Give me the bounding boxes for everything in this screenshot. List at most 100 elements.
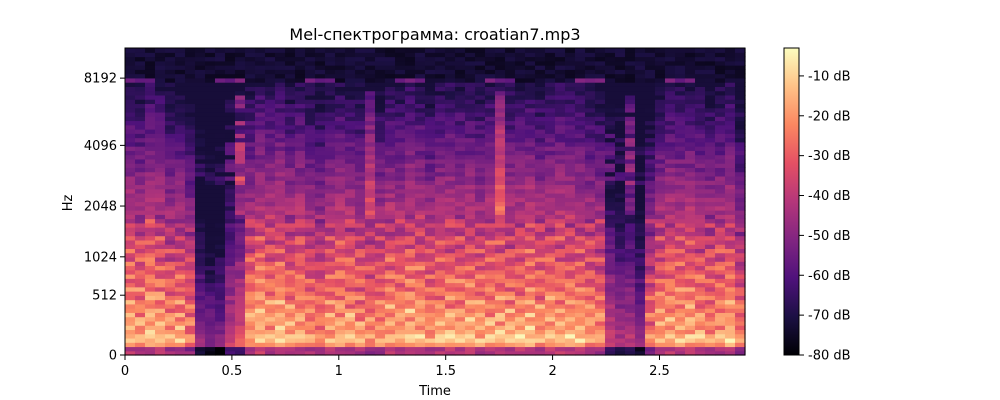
heatmap-cell <box>645 218 656 224</box>
heatmap-cell <box>595 99 606 105</box>
heatmap-cell <box>125 299 136 305</box>
heatmap-cell <box>685 273 696 279</box>
heatmap-cell <box>135 205 146 211</box>
heatmap-cell <box>515 239 526 245</box>
heatmap-cell <box>295 69 306 75</box>
heatmap-cell <box>235 137 246 143</box>
heatmap-cell <box>625 65 636 70</box>
heatmap-cell <box>345 316 356 322</box>
heatmap-cell <box>355 77 366 83</box>
heatmap-cell <box>145 146 156 151</box>
heatmap-cell <box>695 129 706 134</box>
heatmap-cell <box>695 201 706 207</box>
heatmap-cell <box>155 65 166 70</box>
heatmap-cell <box>655 197 666 203</box>
heatmap-cell <box>405 269 416 275</box>
heatmap-cell <box>255 146 266 151</box>
heatmap-cell <box>195 141 206 147</box>
heatmap-cell <box>355 124 366 130</box>
heatmap-cell <box>125 90 136 96</box>
heatmap-cell <box>505 278 516 284</box>
heatmap-cell <box>305 116 316 122</box>
heatmap-cell <box>715 60 726 66</box>
heatmap-cell <box>515 329 526 335</box>
heatmap-cell <box>345 180 356 186</box>
heatmap-cell <box>135 180 146 186</box>
heatmap-cell <box>315 308 326 313</box>
heatmap-cell <box>375 256 386 262</box>
heatmap-cell <box>605 282 616 288</box>
heatmap-cell <box>675 265 686 271</box>
heatmap-cell <box>265 316 276 322</box>
heatmap-cell <box>145 65 156 70</box>
heatmap-cell <box>485 235 496 241</box>
heatmap-cell <box>165 150 176 156</box>
heatmap-cell <box>625 261 636 267</box>
heatmap-cell <box>255 329 266 335</box>
heatmap-cell <box>305 227 316 232</box>
heatmap-cell <box>505 69 516 75</box>
heatmap-cell <box>445 188 456 194</box>
heatmap-cell <box>445 252 456 258</box>
heatmap-cell <box>625 308 636 313</box>
heatmap-cell <box>425 286 436 292</box>
heatmap-cell <box>675 180 686 186</box>
heatmap-cell <box>715 227 726 232</box>
heatmap-cell <box>615 103 626 109</box>
heatmap-cell <box>475 48 486 53</box>
heatmap-cell <box>265 124 276 130</box>
heatmap-cell <box>505 218 516 224</box>
heatmap-cell <box>665 111 676 117</box>
heatmap-cell <box>415 222 426 228</box>
heatmap-cell <box>685 320 696 326</box>
heatmap-cell <box>205 329 216 335</box>
heatmap-cell <box>395 175 406 181</box>
heatmap-cell <box>525 103 536 109</box>
heatmap-cell <box>705 82 716 87</box>
heatmap-cell <box>615 163 626 168</box>
heatmap-cell <box>725 278 736 284</box>
heatmap-cell <box>405 52 416 58</box>
heatmap-cell <box>495 133 506 139</box>
heatmap-cell <box>125 188 136 194</box>
heatmap-cell <box>415 235 426 241</box>
heatmap-cell <box>185 137 196 143</box>
heatmap-cell <box>205 222 216 228</box>
heatmap-cell <box>585 222 596 228</box>
heatmap-cell <box>195 48 206 53</box>
heatmap-cell <box>315 65 326 70</box>
heatmap-cell <box>145 248 156 254</box>
heatmap-cell <box>245 346 256 352</box>
heatmap-cell <box>435 184 446 190</box>
heatmap-cell <box>605 65 616 70</box>
heatmap-cell <box>625 137 636 143</box>
heatmap-cell <box>125 124 136 130</box>
heatmap-cell <box>395 227 406 232</box>
heatmap-cell <box>505 210 516 215</box>
heatmap-cell <box>475 248 486 254</box>
heatmap-cell <box>695 192 706 198</box>
heatmap-cell <box>145 129 156 134</box>
heatmap-cell <box>555 56 566 62</box>
heatmap-cell <box>235 150 246 156</box>
heatmap-cell <box>685 312 696 318</box>
heatmap-cell <box>395 201 406 207</box>
heatmap-cell <box>275 337 286 343</box>
heatmap-cell <box>425 329 436 335</box>
heatmap-cell <box>165 111 176 117</box>
heatmap-cell <box>325 320 336 326</box>
heatmap-cell <box>645 303 656 309</box>
heatmap-cell <box>145 192 156 198</box>
heatmap-cell <box>335 214 346 220</box>
heatmap-cell <box>325 350 336 356</box>
heatmap-cell <box>735 107 746 113</box>
heatmap-cell <box>225 150 236 156</box>
heatmap-cell <box>335 252 346 258</box>
heatmap-cell <box>505 116 516 122</box>
heatmap-cell <box>175 77 186 83</box>
heatmap-cell <box>165 146 176 151</box>
heatmap-cell <box>445 316 456 322</box>
heatmap-cell <box>345 111 356 117</box>
heatmap-cell <box>405 273 416 279</box>
heatmap-cell <box>605 350 616 356</box>
